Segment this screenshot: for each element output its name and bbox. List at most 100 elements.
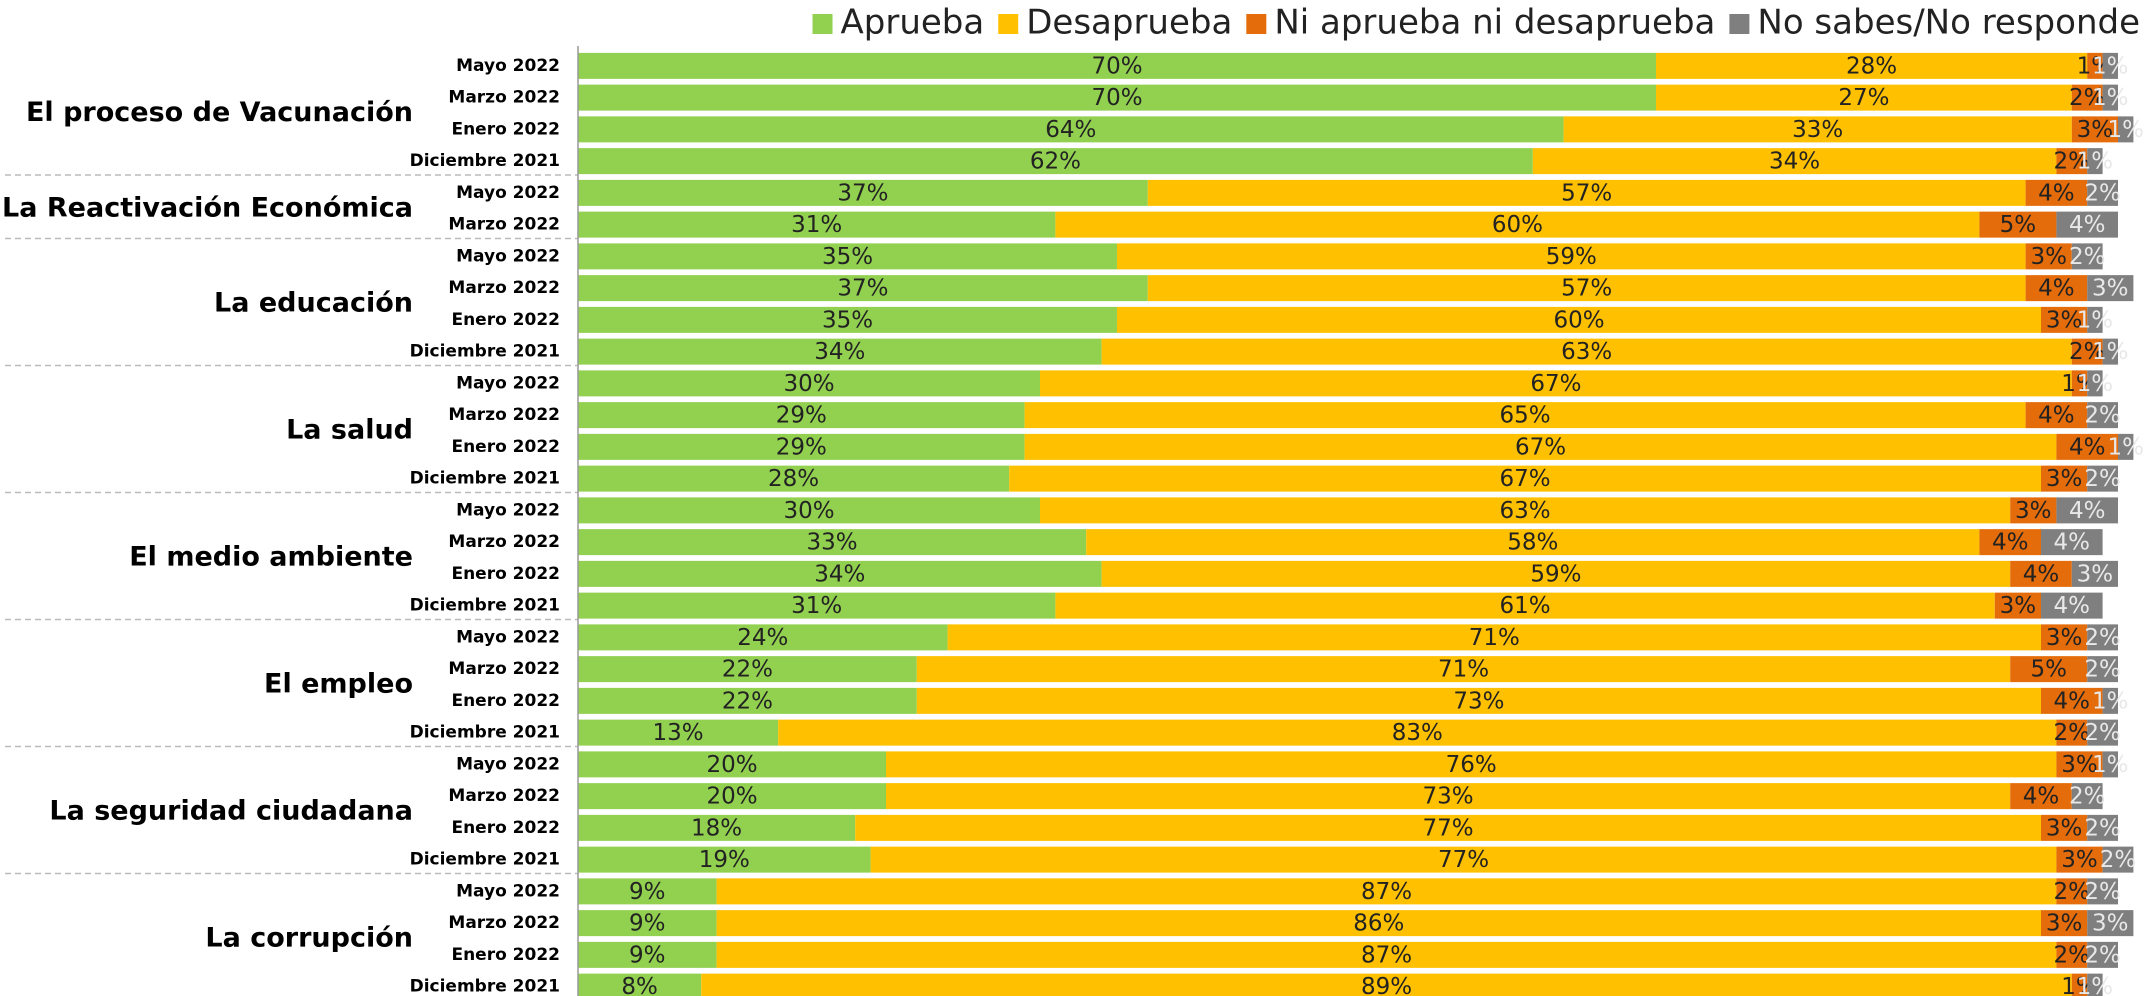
- bar-segment: [578, 624, 948, 651]
- data-label: 4%: [2038, 403, 2075, 429]
- bar-segment: [578, 52, 1656, 79]
- data-label: 87%: [1361, 942, 1412, 968]
- bar-segment: [578, 275, 1148, 302]
- data-label: 34%: [814, 339, 865, 365]
- bar-segment: [2041, 529, 2103, 556]
- bar-segment: [2102, 52, 2118, 79]
- bar-segment: [2056, 497, 2118, 524]
- bar-segment: [947, 624, 2041, 651]
- period-label: Enero 2022: [451, 691, 560, 711]
- legend-swatch: [1246, 14, 1267, 34]
- bar-segment: [2056, 878, 2088, 905]
- bar-segment: [2087, 275, 2134, 302]
- period-label: Diciembre 2021: [410, 342, 560, 362]
- data-label: 3%: [2046, 307, 2083, 333]
- period-label: Mayo 2022: [456, 183, 560, 203]
- data-label: 64%: [1045, 117, 1096, 143]
- bar-segment: [2087, 814, 2118, 841]
- data-label: 1%: [2092, 85, 2129, 111]
- bar-segment: [2087, 624, 2118, 651]
- bar-segment: [578, 529, 1087, 556]
- data-label: 70%: [1091, 53, 1142, 79]
- bar-segment: [578, 910, 717, 937]
- data-label: 67%: [1515, 434, 1566, 460]
- data-label: 2%: [2084, 625, 2121, 651]
- data-label: 2%: [2069, 244, 2106, 270]
- data-label: 9%: [629, 911, 666, 937]
- data-label: 1%: [2077, 974, 2114, 996]
- bar-segment: [1024, 402, 2026, 429]
- period-label: Marzo 2022: [448, 215, 560, 235]
- data-label: 73%: [1453, 688, 1504, 714]
- data-label: 5%: [2030, 657, 2067, 683]
- data-label: 33%: [807, 530, 858, 556]
- data-label: 2%: [2084, 403, 2121, 429]
- bar-segment: [2118, 116, 2134, 143]
- bar-segment: [1117, 243, 2026, 270]
- bar-segment: [2087, 719, 2118, 746]
- bar-segment: [2041, 687, 2103, 714]
- period-label: Mayo 2022: [456, 246, 560, 266]
- bar-segment: [778, 719, 2057, 746]
- group-label: La Reactivación Económica: [2, 192, 413, 223]
- data-label: 58%: [1507, 530, 1558, 556]
- data-label: 3%: [2092, 276, 2129, 302]
- data-label: 59%: [1546, 244, 1597, 270]
- bar-segment: [2118, 433, 2134, 460]
- data-label: 77%: [1423, 815, 1474, 841]
- bar-segment: [716, 941, 2057, 968]
- bar-segment: [2087, 306, 2103, 333]
- bar-segment: [2102, 338, 2118, 365]
- bar-segment: [2041, 814, 2088, 841]
- data-label: 67%: [1500, 466, 1551, 492]
- period-label: Marzo 2022: [448, 278, 560, 298]
- data-label: 4%: [1992, 530, 2029, 556]
- bar-segment: [2102, 751, 2118, 778]
- bar-segment: [2087, 941, 2118, 968]
- bar-segment: [578, 656, 917, 683]
- period-label: Marzo 2022: [448, 659, 560, 679]
- bar-segment: [1656, 84, 2072, 111]
- period-label: Marzo 2022: [448, 88, 560, 108]
- bar-segment: [1055, 592, 1995, 619]
- data-label: 29%: [776, 434, 827, 460]
- bar-segment: [2087, 910, 2134, 937]
- bar-segment: [2071, 783, 2103, 810]
- data-label: 22%: [722, 688, 773, 714]
- bar-segment: [578, 973, 702, 996]
- bar-segment: [1656, 52, 2088, 79]
- data-label: 30%: [783, 498, 834, 524]
- data-label: 87%: [1361, 879, 1412, 905]
- data-label: 1%: [2077, 149, 2114, 175]
- data-label: 20%: [706, 752, 757, 778]
- data-label: 1%: [2092, 53, 2129, 79]
- data-label: 63%: [1561, 339, 1612, 365]
- data-label: 4%: [2038, 180, 2075, 206]
- bar-segment: [2087, 179, 2118, 206]
- bar-segment: [1024, 433, 2057, 460]
- data-label: 57%: [1561, 276, 1612, 302]
- group-label: La salud: [286, 415, 413, 446]
- period-label: Enero 2022: [451, 310, 560, 330]
- bar-segment: [2010, 560, 2072, 587]
- data-label: 19%: [699, 847, 750, 873]
- data-label: 4%: [2054, 593, 2091, 619]
- data-label: 86%: [1353, 911, 1404, 937]
- bar-segment: [2056, 719, 2088, 746]
- data-label: 3%: [2061, 752, 2098, 778]
- data-label: 3%: [2046, 625, 2083, 651]
- period-label: Mayo 2022: [456, 373, 560, 393]
- bar-segment: [2071, 338, 2103, 365]
- data-label: 37%: [837, 276, 888, 302]
- data-label: 9%: [629, 942, 666, 968]
- bar-segment: [578, 814, 856, 841]
- bar-segment: [1086, 529, 1980, 556]
- data-label: 2%: [2054, 942, 2091, 968]
- data-label: 3%: [2046, 911, 2083, 937]
- bar-segment: [1979, 529, 2041, 556]
- data-label: 2%: [2100, 847, 2137, 873]
- legend-label: Ni aprueba ni desaprueba: [1274, 3, 1715, 43]
- period-label: Diciembre 2021: [410, 850, 560, 870]
- data-label: 4%: [2038, 276, 2075, 302]
